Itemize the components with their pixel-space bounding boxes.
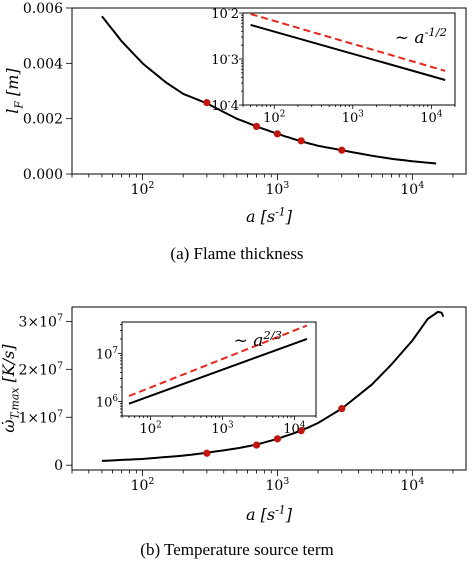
chart-a-inset-xtick-label: 103​ — [342, 110, 364, 126]
chart-a-inset-annotation: ~ a-1/2​ — [395, 25, 447, 48]
chart-a-ytick-label: 0.006 — [23, 1, 63, 17]
chart-a-series-line — [101, 15, 437, 165]
chart-a-xlabel: a [s-1] — [246, 205, 293, 226]
chart-a-data-point — [252, 122, 261, 131]
chart-b-data-point — [252, 441, 261, 449]
chart-b-ylabel: ω̇T,max [K/s] — [0, 344, 21, 433]
chart-a-ytick-label: 0.002 — [23, 112, 63, 128]
chart-a-inset-series-line — [250, 23, 446, 81]
chart-b-inset-xtick-label: 103​ — [211, 421, 233, 437]
chart-b-data-point — [273, 435, 282, 443]
chart-a-inset-ytick-label: 10-3 — [211, 52, 239, 68]
chart-a-inset-ytick-label: 10-4 — [211, 98, 239, 114]
chart-a-data-point — [273, 130, 282, 138]
chart-a-ytick-label: 0.004 — [23, 56, 63, 72]
chart-b-ytick-label: 1×107​ — [18, 408, 63, 426]
chart-b-xtick-label: 103​ — [265, 476, 289, 494]
chart-b-inset-frame — [121, 321, 317, 417]
chart-a-inset-axes — [239, 12, 456, 109]
chart-b-ytick-label: 3×107​ — [18, 313, 63, 331]
chart-a-ytick-label: 0.000 — [23, 167, 63, 183]
chart-b-data-point — [338, 405, 346, 413]
chart-a-inset-frame — [242, 12, 456, 106]
chart-b-xtick-label: 102​ — [131, 476, 155, 494]
chart-a-inset: 102​ 103​ 104​ 10-2 10-3 10-4 ~ a-1/2​ — [211, 6, 456, 126]
chart-a-xtick-label: 103​ — [265, 180, 289, 198]
chart-b-inset-series-line — [128, 337, 308, 405]
caption-b: (b) Temperature source term — [140, 540, 334, 559]
chart-b-ytick-label: 2×107​ — [18, 360, 63, 378]
chart-b-inset-reference-line — [128, 324, 308, 397]
chart-b-series-line — [101, 310, 445, 462]
chart-b-inset-xtick-label: 104​ — [283, 421, 306, 437]
chart-a-data-point — [297, 137, 305, 145]
chart-a-data-point — [203, 99, 211, 107]
chart-b-inset-annotation: ~ a2/3​ — [234, 328, 282, 351]
chart-a-inset-ytick-label: 10-2 — [211, 6, 239, 22]
chart-b-inset-ytick-label: 107​ — [96, 346, 118, 362]
chart-a-inset-reference-line — [250, 13, 446, 72]
caption-a: (a) Flame thickness — [170, 244, 304, 263]
chart-b-inset-ytick-label: 106​ — [96, 394, 119, 410]
chart-b-xlabel: a [s-1] — [246, 503, 293, 524]
chart-a-data-point — [338, 146, 346, 154]
chart-a-ylabel: lF [m] — [3, 68, 25, 114]
chart-b: 102​ 103​ 104​ 0 1×107​ 2×107​ 3×107​ a [s-1] ω̇… — [0, 306, 467, 524]
chart-b-inset: 102​ 103​ 104​ 107​ 106​ ~ a2/3​ — [96, 321, 317, 437]
chart-b-inset-axes — [118, 321, 317, 420]
chart-a-inset-xtick-label: 102​ — [263, 110, 285, 126]
chart-b-inset-xtick-label: 102​ — [140, 421, 162, 437]
chart-b-data-point — [297, 427, 305, 435]
chart-a-inset-xtick-label: 104​ — [420, 110, 443, 126]
chart-a: 102​ 103​ 104​ 0.000 0.002 0.004 0.006 a [s-1] l… — [3, 1, 467, 226]
chart-b-ytick-label: 0 — [54, 458, 63, 474]
chart-a-xtick-label: 102​ — [131, 180, 155, 198]
chart-b-xtick-label: 104​ — [400, 476, 424, 494]
chart-b-data-point — [203, 449, 211, 457]
chart-a-xtick-label: 104​ — [400, 180, 424, 198]
